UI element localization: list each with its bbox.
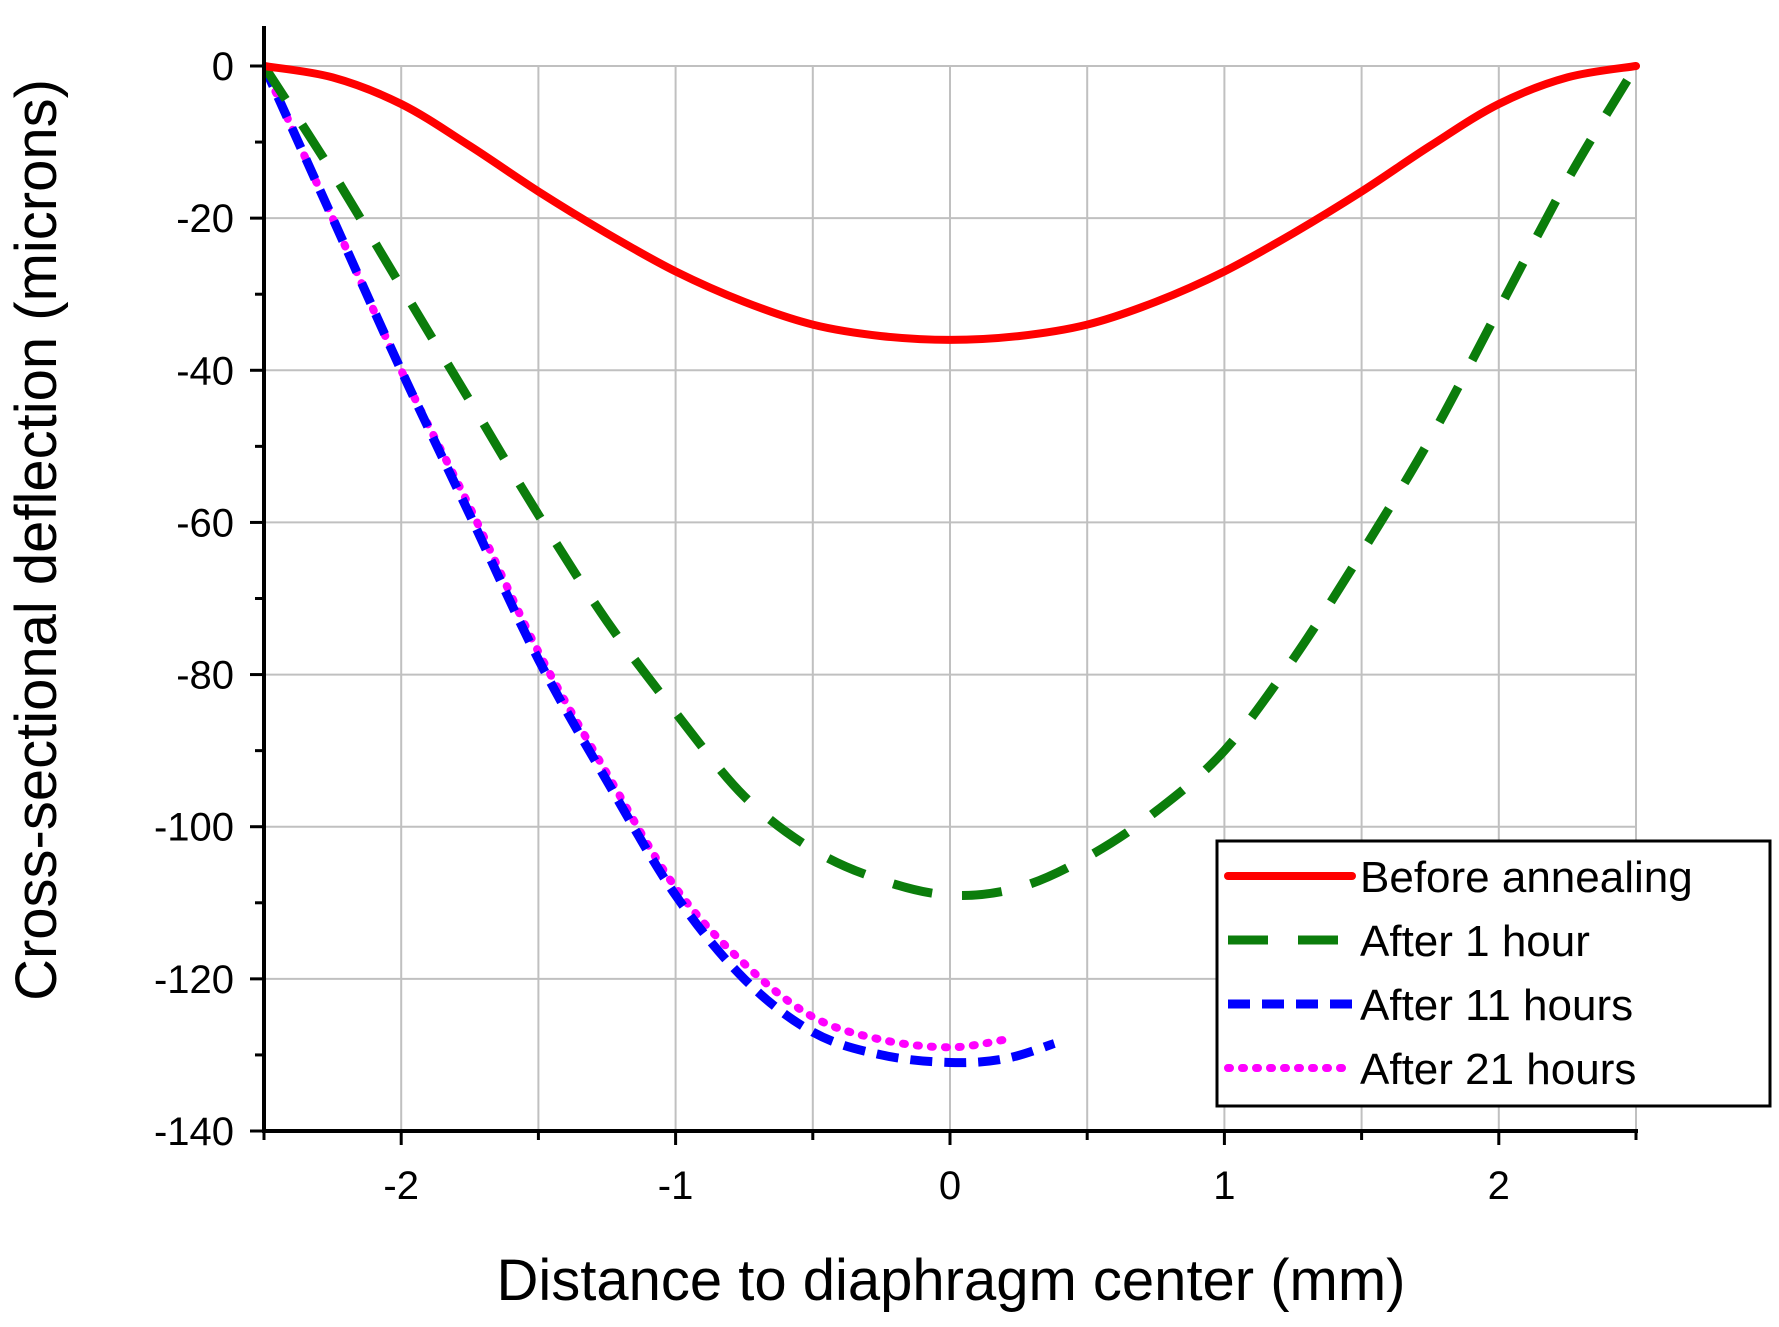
y-tick-label: -60	[176, 501, 234, 545]
y-tick-label: -80	[176, 654, 234, 698]
y-tick-label: -100	[154, 806, 234, 850]
tick-labels: 0 -20 -40 -60 -80 -100 -120 -140 -2 -1 0 1 2	[154, 45, 1510, 1208]
legend: Before annealing After 1 hour After 11 hou…	[1215, 839, 1772, 1108]
series-layer	[262, 62, 1640, 1068]
legend-label: After 21 hours	[1360, 1045, 1636, 1094]
y-tick-label: -120	[154, 958, 234, 1002]
series-line-after-11-hours	[262, 64, 1056, 1068]
series-line-after-21-hours	[262, 62, 1009, 1052]
x-tick-label: -1	[658, 1164, 694, 1208]
legend-label: After 11 hours	[1360, 981, 1633, 1030]
legend-box	[1215, 839, 1772, 1108]
y-tick-label: -40	[176, 349, 234, 393]
legend-label: After 1 hour	[1360, 917, 1590, 966]
grid	[264, 65, 1637, 1131]
legend-items: Before annealing After 1 hour After 11 hou…	[1224, 853, 1693, 1094]
y-tick-label: 0	[212, 45, 234, 89]
y-tick-label: -20	[176, 197, 234, 241]
axes	[250, 26, 1638, 1145]
legend-label: Before annealing	[1360, 853, 1693, 902]
x-tick-label: -2	[383, 1164, 419, 1208]
y-axis-title: Cross-sectional deflection (microns)	[4, 79, 69, 1001]
x-tick-label: 0	[939, 1164, 961, 1208]
series-line-before-annealing	[262, 62, 1640, 344]
x-axis-title: Distance to diaphragm center (mm)	[497, 1248, 1406, 1313]
x-tick-label: 1	[1213, 1164, 1235, 1208]
y-tick-label: -140	[154, 1110, 234, 1154]
x-tick-label: 2	[1488, 1164, 1510, 1208]
